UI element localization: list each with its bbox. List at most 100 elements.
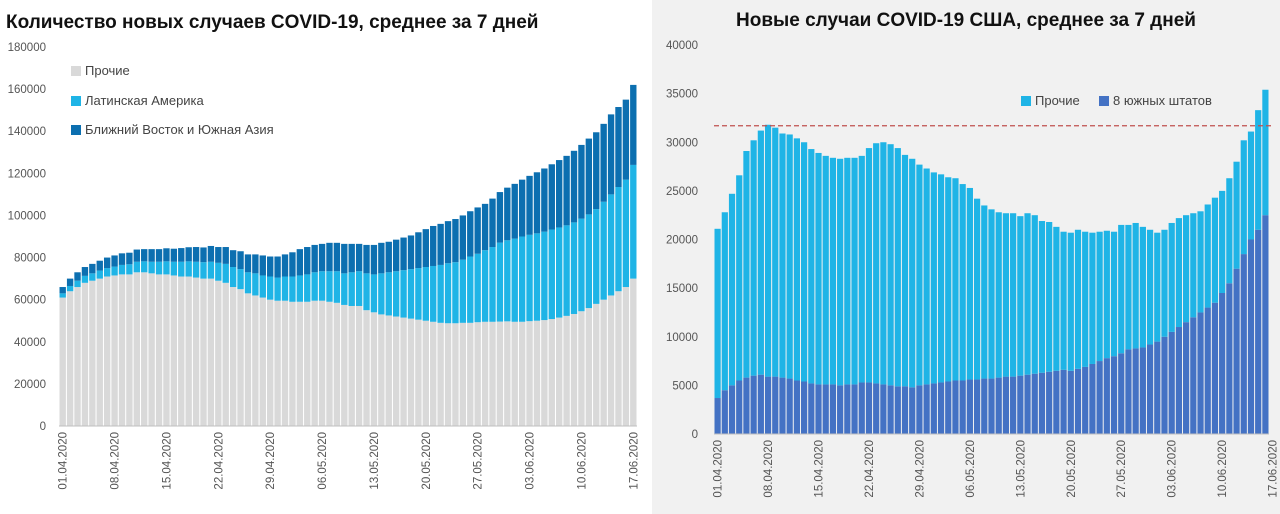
bar-прочие	[141, 272, 148, 426]
bar-8-южных-штатов	[887, 385, 894, 435]
bar-прочие	[89, 280, 96, 426]
bar-прочие	[311, 300, 318, 426]
bar-8-южных-штатов	[772, 376, 779, 434]
bar-8-южных-штатов	[808, 383, 815, 434]
bar-ближний-восток-и-южная-азия	[141, 249, 148, 262]
bar-ближний-восток-и-южная-азия	[415, 232, 422, 269]
bar-ближний-восток-и-южная-азия	[252, 254, 259, 274]
bar-латинская-америка	[170, 261, 178, 276]
bar-ближний-восток-и-южная-азия	[118, 253, 126, 265]
bar-латинская-америка	[59, 293, 66, 298]
bar-8-южных-штатов	[764, 376, 772, 434]
bar-прочие	[444, 323, 452, 426]
bar-латинская-америка	[548, 229, 555, 320]
bar-ближний-восток-и-южная-азия	[348, 243, 355, 273]
bar-прочие	[1074, 229, 1082, 369]
bar-8-южных-штатов	[779, 377, 786, 434]
bar-ближний-восток-и-южная-азия	[326, 242, 333, 272]
bar-латинская-америка	[200, 262, 207, 279]
left-chart-plot: 0 20000 40000 60000 80000 100000 120000 140000 1…	[8, 42, 641, 490]
bar-прочие	[887, 144, 894, 386]
bar-прочие	[873, 143, 880, 384]
bar-латинская-америка	[533, 233, 541, 321]
bar-латинская-америка	[489, 247, 496, 322]
bar-латинская-америка	[103, 268, 111, 277]
bar-ближний-восток-и-южная-азия	[370, 244, 378, 275]
chart-title: Новые случаи COVID-19 США, среднее за 7 …	[736, 10, 1196, 31]
bar-прочие	[178, 276, 185, 426]
bar-прочие	[400, 317, 407, 426]
bar-8-южных-штатов	[822, 384, 829, 434]
bar-8-южных-штатов	[1103, 358, 1110, 434]
bar-ближний-восток-и-южная-азия	[363, 244, 370, 274]
bar-8-южных-штатов	[1125, 349, 1132, 434]
bar-прочие	[496, 321, 504, 426]
bar-8-южных-штатов	[1255, 229, 1262, 434]
bar-латинская-америка	[192, 261, 200, 278]
bar-прочие	[728, 193, 736, 386]
bar-латинская-америка	[615, 187, 622, 292]
bar-латинская-америка	[392, 271, 400, 317]
bar-латинская-америка	[311, 272, 318, 301]
bar-латинская-америка	[222, 263, 229, 283]
bar-латинская-америка	[348, 272, 355, 306]
bar-ближний-восток-и-южная-азия	[452, 219, 459, 263]
bar-латинская-америка	[622, 179, 630, 288]
left-chart-panel: Количество новых случаев COVID-19, средн…	[6, 12, 641, 490]
bar-прочие	[289, 301, 296, 426]
bar-прочие	[326, 301, 333, 426]
bar-латинская-америка	[66, 285, 74, 292]
y-tick-label: 100000	[8, 210, 46, 222]
bar-прочие	[615, 291, 622, 426]
bar-8-южных-штатов	[1219, 292, 1226, 434]
bar-прочие	[370, 312, 378, 426]
bar-прочие	[1017, 216, 1024, 376]
bar-ближний-восток-и-южная-азия	[422, 229, 429, 268]
bar-8-южных-штатов	[973, 379, 981, 434]
bar-прочие	[988, 209, 995, 379]
bar-8-южных-штатов	[793, 380, 800, 434]
bar-латинская-америка	[607, 194, 615, 296]
bar-ближний-восток-и-южная-азия	[622, 99, 630, 180]
y-tick-label: 140000	[8, 126, 46, 138]
bar-8-южных-штатов	[937, 382, 945, 434]
bar-ближний-восток-и-южная-азия	[481, 203, 489, 251]
bar-латинская-америка	[370, 274, 378, 313]
bar-8-южных-штатов	[1132, 348, 1139, 434]
bar-прочие	[1154, 232, 1161, 342]
bar-8-южных-штатов	[1233, 268, 1240, 434]
bar-прочие	[808, 149, 815, 384]
bar-ближний-восток-и-южная-азия	[259, 255, 266, 276]
bar-латинская-америка	[118, 264, 126, 275]
bar-ближний-восток-и-южная-азия	[89, 263, 96, 274]
bar-прочие	[815, 152, 822, 385]
bar-8-южных-штатов	[923, 384, 930, 434]
bar-прочие	[844, 157, 851, 385]
bar-8-южных-штатов	[1089, 363, 1096, 434]
bar-ближний-восток-и-южная-азия	[66, 278, 74, 286]
y-tick-label: 80000	[14, 253, 46, 265]
bar-латинская-америка	[526, 234, 533, 322]
y-tick-label: 120000	[8, 168, 46, 180]
bar-прочие	[1046, 221, 1053, 372]
bar-латинская-америка	[333, 271, 341, 303]
bar-латинская-америка	[422, 267, 429, 321]
bar-8-южных-штатов	[1190, 317, 1197, 434]
bar-латинская-америка	[407, 269, 415, 319]
bar-ближний-восток-и-южная-азия	[578, 144, 585, 219]
bar-прочие	[801, 142, 808, 382]
bar-прочие	[430, 321, 437, 426]
bar-прочие	[764, 124, 772, 377]
bar-ближний-восток-и-южная-азия	[274, 256, 281, 278]
bar-ближний-восток-и-южная-азия	[518, 179, 526, 237]
bar-ближний-восток-и-южная-азия	[585, 138, 593, 215]
bar-8-южных-штатов	[1262, 215, 1269, 434]
bar-латинская-америка	[318, 271, 326, 301]
bar-латинская-америка	[585, 214, 593, 309]
bar-8-южных-штатов	[930, 383, 937, 434]
bar-ближний-восток-и-южная-азия	[504, 187, 511, 241]
bar-прочие	[1132, 222, 1139, 349]
bar-8-южных-штатов	[945, 381, 952, 434]
bar-латинская-америка	[467, 256, 474, 323]
y-tick-label: 20000	[666, 235, 698, 247]
